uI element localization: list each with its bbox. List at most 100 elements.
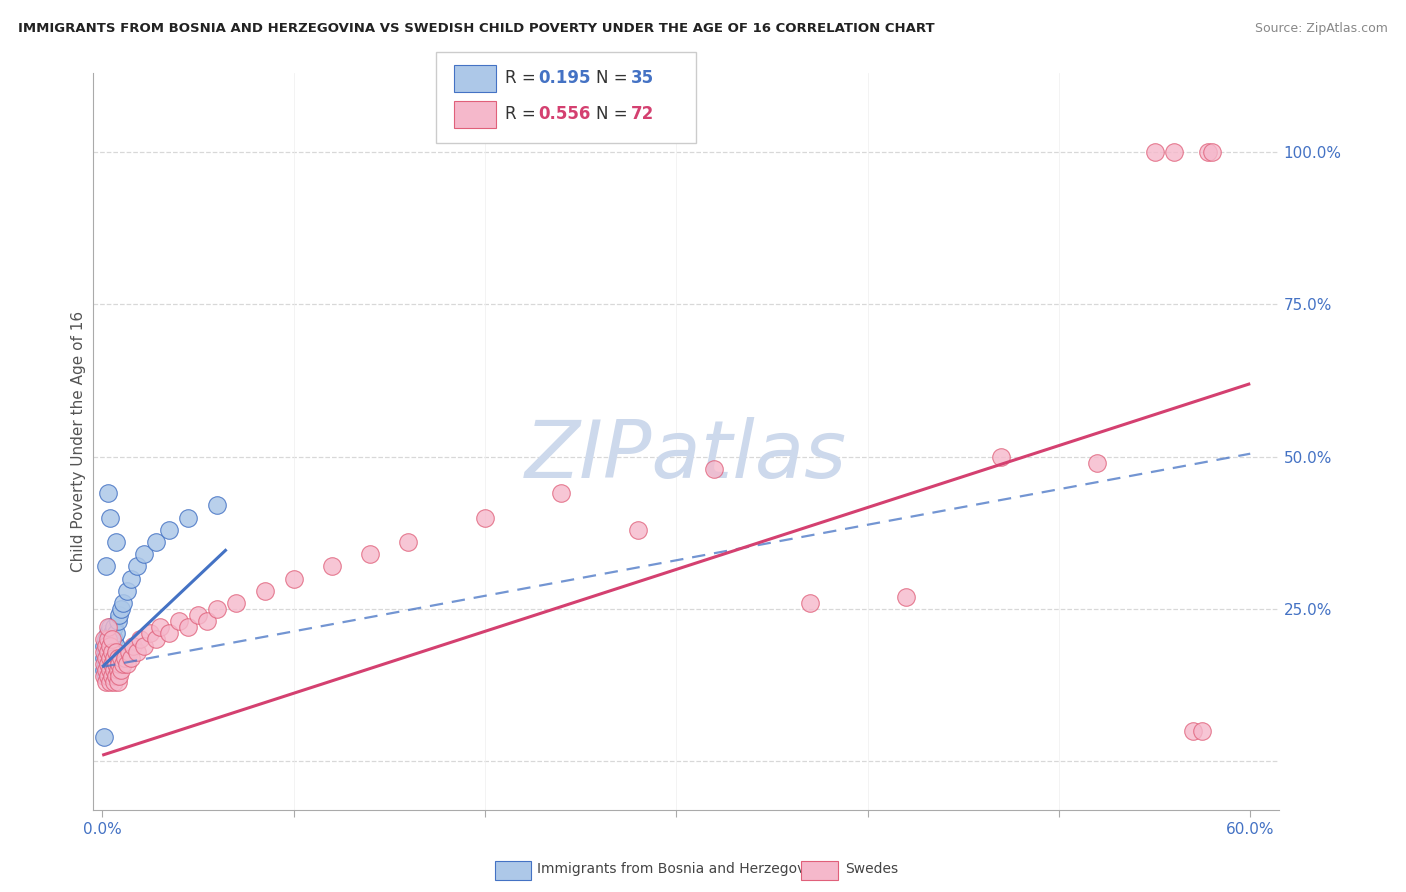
Text: 35: 35	[631, 70, 654, 87]
Point	[97, 663, 120, 677]
Point	[110, 650, 132, 665]
Point	[107, 663, 129, 677]
Point	[225, 596, 247, 610]
Point	[100, 639, 122, 653]
Text: Swedes: Swedes	[845, 862, 898, 876]
Point	[1163, 145, 1185, 160]
Point	[120, 650, 142, 665]
Point	[197, 614, 219, 628]
Point	[97, 620, 120, 634]
Point	[100, 645, 122, 659]
Point	[104, 657, 127, 671]
Point	[104, 626, 127, 640]
Point	[103, 675, 125, 690]
Point	[1201, 145, 1223, 160]
Point	[134, 639, 156, 653]
Point	[108, 657, 131, 671]
Text: ZIPatlas: ZIPatlas	[524, 417, 846, 495]
Point	[125, 559, 148, 574]
Point	[157, 626, 180, 640]
Point	[94, 669, 117, 683]
Point	[104, 645, 127, 659]
Point	[205, 602, 228, 616]
Point	[283, 572, 305, 586]
Point	[97, 626, 120, 640]
Point	[114, 650, 136, 665]
Y-axis label: Child Poverty Under the Age of 16: Child Poverty Under the Age of 16	[72, 311, 86, 572]
Text: 0.556: 0.556	[538, 105, 591, 123]
Point	[98, 620, 121, 634]
Point	[94, 645, 117, 659]
Point	[145, 632, 167, 647]
Point	[129, 632, 152, 647]
Text: R =: R =	[505, 105, 541, 123]
Point	[98, 645, 121, 659]
Point	[93, 639, 115, 653]
Point	[149, 620, 172, 634]
Point	[550, 486, 572, 500]
Point	[112, 657, 135, 671]
Point	[103, 663, 125, 677]
Point	[125, 645, 148, 659]
Point	[94, 559, 117, 574]
Point	[98, 675, 121, 690]
Point	[94, 663, 117, 677]
Point	[107, 675, 129, 690]
Point	[894, 590, 917, 604]
Point	[93, 730, 115, 744]
Text: 0.195: 0.195	[538, 70, 591, 87]
Point	[139, 626, 162, 640]
Point	[321, 559, 343, 574]
Point	[100, 650, 122, 665]
Point	[1181, 723, 1204, 738]
Point	[107, 650, 129, 665]
Point	[134, 547, 156, 561]
Point	[100, 657, 122, 671]
Point	[103, 620, 125, 634]
Point	[104, 535, 127, 549]
Point	[120, 572, 142, 586]
Point	[98, 663, 121, 677]
Point	[1191, 723, 1213, 738]
Point	[112, 596, 135, 610]
Point	[93, 632, 115, 647]
Point	[396, 535, 419, 549]
Point	[94, 639, 117, 653]
Point	[177, 510, 200, 524]
Point	[98, 657, 121, 671]
Text: N =: N =	[596, 70, 633, 87]
Point	[110, 663, 132, 677]
Point	[97, 650, 120, 665]
Point	[104, 639, 127, 653]
Point	[100, 626, 122, 640]
Point	[121, 639, 143, 653]
Point	[359, 547, 381, 561]
Point	[187, 608, 209, 623]
Point	[97, 632, 120, 647]
Point	[100, 632, 122, 647]
Point	[108, 669, 131, 683]
Point	[98, 632, 121, 647]
Point	[103, 645, 125, 659]
Point	[107, 614, 129, 628]
Point	[94, 657, 117, 671]
Text: IMMIGRANTS FROM BOSNIA AND HERZEGOVINA VS SWEDISH CHILD POVERTY UNDER THE AGE OF: IMMIGRANTS FROM BOSNIA AND HERZEGOVINA V…	[18, 22, 935, 36]
Text: R =: R =	[505, 70, 541, 87]
Point	[474, 510, 496, 524]
Point	[94, 650, 117, 665]
Point	[115, 657, 138, 671]
Point	[97, 639, 120, 653]
Point	[98, 639, 121, 653]
Point	[94, 632, 117, 647]
Text: Source: ZipAtlas.com: Source: ZipAtlas.com	[1254, 22, 1388, 36]
Point	[799, 596, 821, 610]
Point	[97, 645, 120, 659]
Point	[205, 499, 228, 513]
Point	[93, 650, 115, 665]
Point	[177, 620, 200, 634]
Text: N =: N =	[596, 105, 633, 123]
Text: Immigrants from Bosnia and Herzegovina: Immigrants from Bosnia and Herzegovina	[537, 862, 827, 876]
Point	[253, 583, 276, 598]
Point	[103, 650, 125, 665]
Point	[100, 669, 122, 683]
